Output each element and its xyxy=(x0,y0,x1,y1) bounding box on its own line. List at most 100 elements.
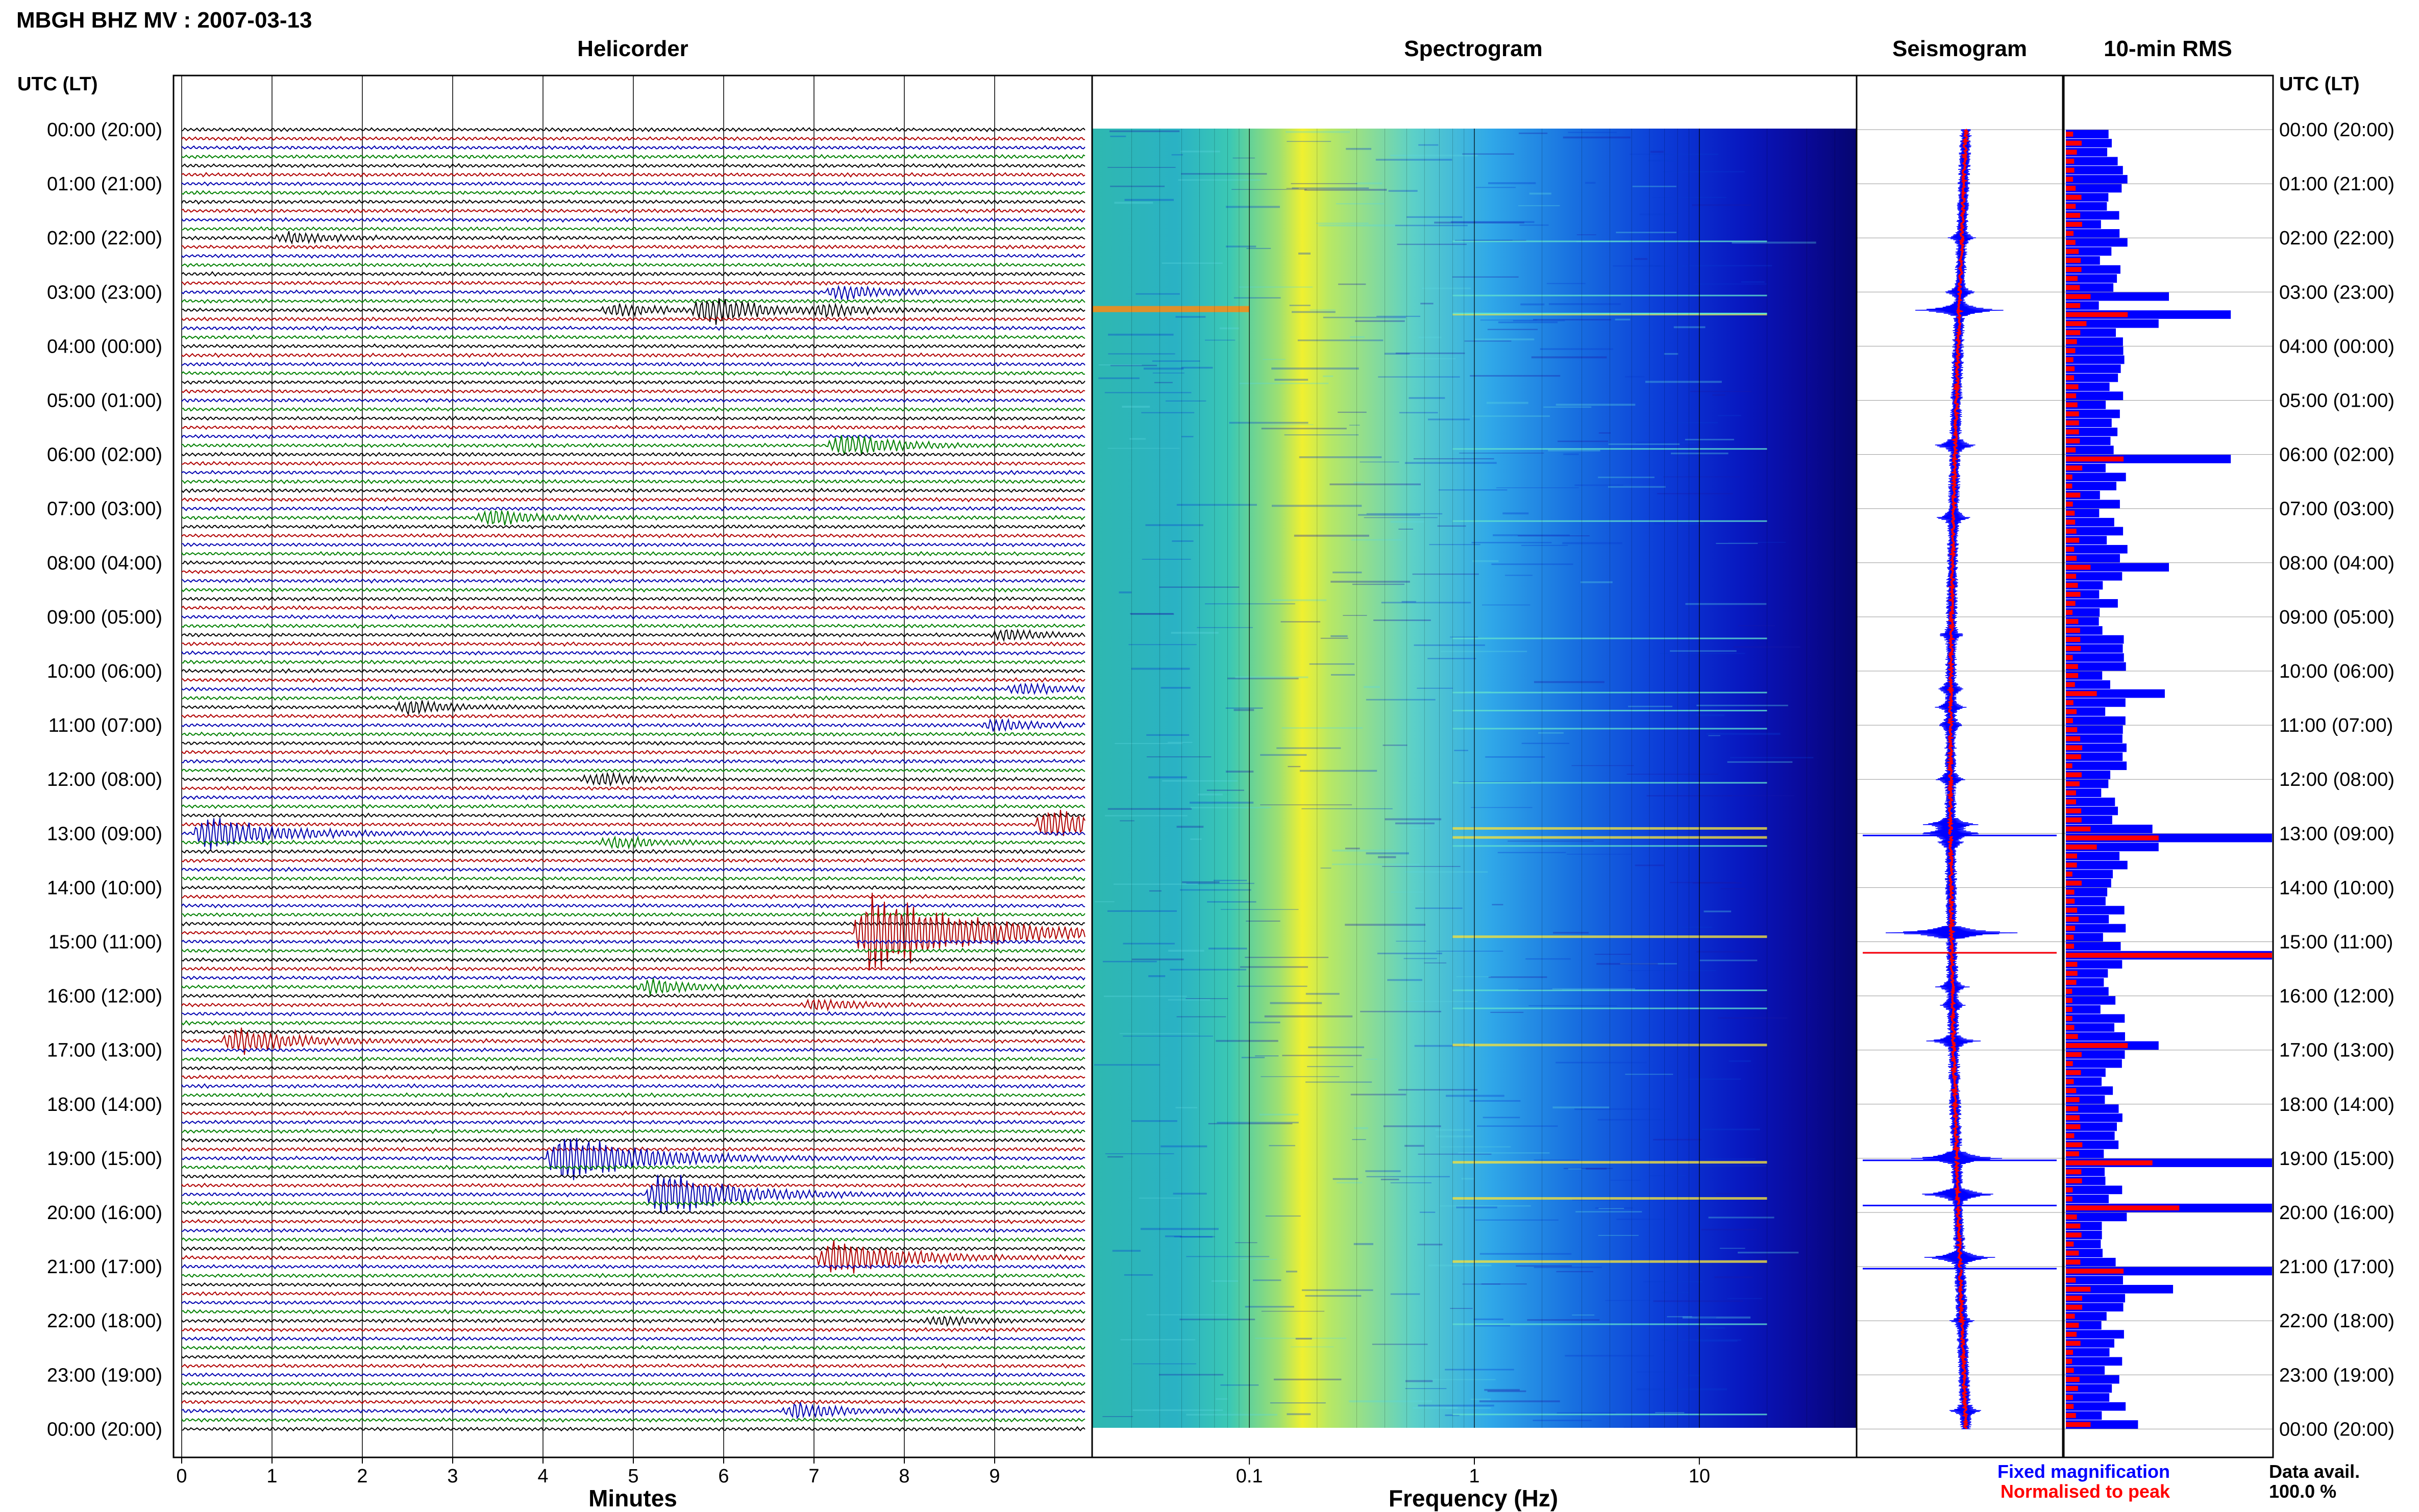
helicorder-trace xyxy=(181,506,1085,512)
spectrogram-texture xyxy=(1637,1371,1685,1373)
rms-fixed-bar xyxy=(2066,906,2125,914)
rms-normalised-bar xyxy=(2066,1259,2081,1265)
spectrogram-texture xyxy=(1538,732,1564,734)
page-title: MBGH BHZ MV : 2007-03-13 xyxy=(16,8,312,33)
rms-normalised-bar xyxy=(2066,1296,2082,1301)
spectrogram-texture xyxy=(1445,1414,1460,1416)
spectrogram-texture xyxy=(1323,375,1334,377)
helicorder-trace xyxy=(181,1110,1085,1116)
spectrogram-texture xyxy=(1225,707,1263,709)
spectrogram-texture xyxy=(1571,765,1634,766)
helicorder-trace xyxy=(181,749,1085,755)
helicorder-trace xyxy=(181,1263,1085,1270)
helicorder-trace xyxy=(181,975,1085,981)
spectrogram-texture xyxy=(1472,560,1499,562)
spectrogram-texture xyxy=(1261,1310,1325,1312)
spectrogram-texture xyxy=(1414,644,1485,646)
time-axis-labels: 00:00 (20:00) 00:00 (20:00) 01:00 (21:00) 0… xyxy=(47,119,2395,1440)
time-label-right: 04:00 (00:00) xyxy=(2279,336,2395,357)
rms-normalised-bar xyxy=(2066,961,2078,967)
spectrogram-texture xyxy=(1625,376,1645,378)
spectrogram-texture xyxy=(1702,1128,1760,1131)
spectrogram-texture xyxy=(1477,1125,1558,1127)
spectrogram-texture xyxy=(1102,1416,1133,1417)
spectrogram-texture xyxy=(1475,1219,1559,1221)
spectrogram-texture xyxy=(1276,747,1341,749)
rms-normalised-bar xyxy=(2066,926,2076,931)
spectrogram-texture xyxy=(1738,1251,1799,1254)
spectrogram-texture xyxy=(1479,1400,1560,1402)
time-label-right: 12:00 (08:00) xyxy=(2279,769,2395,790)
rms-normalised-bar xyxy=(2066,754,2082,759)
spectrogram-texture xyxy=(1548,450,1600,452)
rms-normalised-bar xyxy=(2066,465,2083,470)
helicorder-trace xyxy=(181,893,1085,971)
rms-fixed-bar xyxy=(2066,662,2126,671)
rms-fixed-bar xyxy=(2066,996,2116,1005)
rms-fixed-bar xyxy=(2066,130,2109,139)
spectrogram-texture xyxy=(1488,182,1536,184)
spectrogram-texture xyxy=(1483,1117,1520,1119)
helicorder-trace xyxy=(181,524,1085,530)
rms-normalised-bar xyxy=(2066,285,2080,290)
spectrogram-texture xyxy=(1235,1242,1257,1244)
spectrogram-texture xyxy=(1107,910,1177,912)
helicorder-trace xyxy=(181,361,1085,367)
spectrogram-texture xyxy=(1568,132,1617,133)
minute-tick-label: 6 xyxy=(718,1466,729,1487)
rms-fixed-bar xyxy=(2066,1059,2122,1068)
spectrogram-texture xyxy=(1413,458,1494,460)
rms-normalised-bar xyxy=(2066,1422,2091,1427)
helicorder-trace xyxy=(181,208,1085,214)
rms-fixed-bar xyxy=(2066,870,2113,879)
rms-normalised-bar xyxy=(2066,1061,2073,1067)
helicorder-trace xyxy=(181,433,1085,439)
helicorder-trace xyxy=(181,668,1085,674)
spectrogram-texture xyxy=(1516,1265,1572,1267)
rms-normalised-bar xyxy=(2066,1269,2124,1274)
spectrogram-texture xyxy=(1574,484,1624,486)
spectrogram-texture xyxy=(1146,734,1190,736)
helicorder-trace xyxy=(181,758,1085,764)
helicorder-trace xyxy=(181,857,1085,863)
rms-normalised-bar xyxy=(2066,1214,2077,1220)
spectrogram-texture xyxy=(1625,1074,1673,1075)
spectrogram-texture xyxy=(1124,199,1174,201)
spectrogram-texture xyxy=(1454,240,1526,241)
spectrogram-texture xyxy=(1280,621,1321,623)
spectrogram-texture xyxy=(1259,1113,1299,1116)
rms-normalised-bar xyxy=(2066,529,2077,534)
spectrogram-texture xyxy=(1450,636,1478,638)
rms-normalised-bar xyxy=(2066,745,2083,751)
rms-normalised-bar xyxy=(2066,177,2074,182)
spectrogram-texture xyxy=(1353,1243,1373,1245)
rms-normalised-bar xyxy=(2066,1106,2079,1111)
spectrogram-texture xyxy=(1654,523,1704,525)
rms-fixed-bar xyxy=(2066,517,2114,527)
spectrogram-texture xyxy=(1491,563,1573,565)
spectrogram-texture xyxy=(1525,958,1571,960)
helicorder-trace xyxy=(181,262,1085,268)
spectrogram-texture xyxy=(1613,265,1688,267)
spectrogram-texture xyxy=(1239,286,1313,288)
rms-fixed-bar xyxy=(2066,482,2116,490)
rms-normalised-bar xyxy=(2066,402,2078,408)
rms-fixed-bar xyxy=(2066,924,2126,933)
spectrogram-texture xyxy=(1632,185,1676,187)
spectrogram-texture xyxy=(1350,336,1365,338)
spectrogram-texture xyxy=(1565,1355,1655,1357)
spectrogram-texture xyxy=(1149,890,1162,892)
spectrogram-texture xyxy=(1620,963,1677,964)
spectrogram-texture xyxy=(1669,882,1736,883)
spectrogram-texture xyxy=(1470,1398,1491,1400)
spectrogram-texture xyxy=(1732,241,1816,244)
spectrogram-texture xyxy=(1519,224,1549,226)
spectrogram-texture xyxy=(1610,1179,1641,1181)
rms-normalised-bar xyxy=(2066,150,2077,155)
spectrogram-texture xyxy=(1387,979,1423,981)
spectrogram-texture xyxy=(1462,239,1513,241)
spectrogram-texture xyxy=(1404,1001,1478,1002)
spectrogram-texture xyxy=(1168,999,1211,1001)
rms-normalised-bar xyxy=(2066,221,2082,227)
helicorder-trace xyxy=(181,334,1085,340)
